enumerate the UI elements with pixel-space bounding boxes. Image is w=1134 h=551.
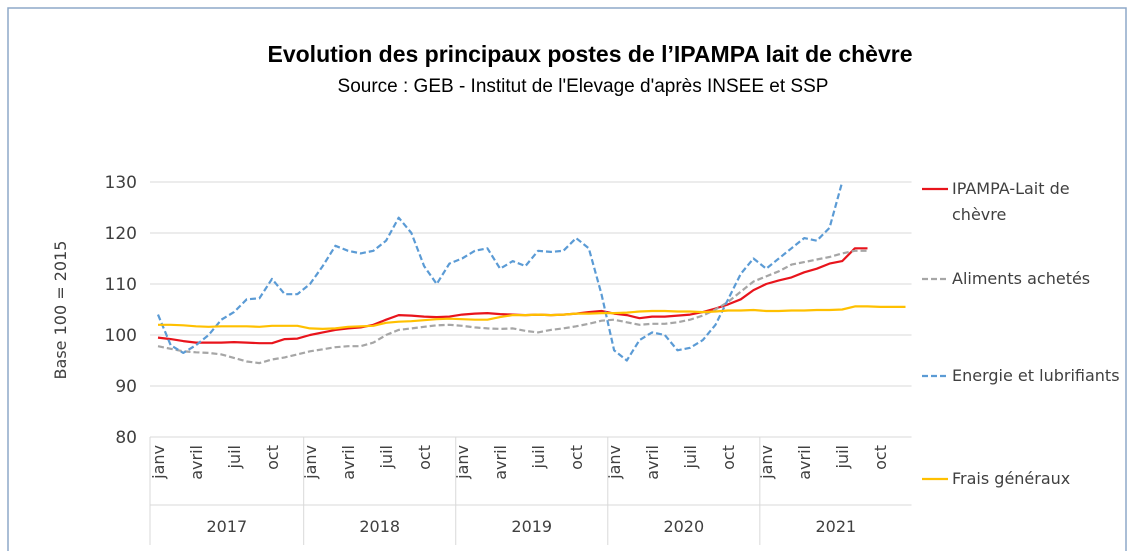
y-tick-label: 100 — [105, 326, 137, 346]
x-tick-label: juil — [377, 445, 396, 469]
frame — [7, 7, 1127, 551]
x-tick-label: juil — [833, 445, 852, 469]
y-tick-label: 120 — [105, 224, 137, 244]
chart-subtitle: Source : GEB - Institut de l'Elevage d'a… — [338, 76, 829, 97]
legend-label: Frais généraux — [952, 469, 1071, 488]
x-tick-label: avril — [643, 445, 662, 480]
x-tick-label: oct — [263, 445, 282, 470]
chart-title: Evolution des principaux postes de l’IPA… — [268, 41, 913, 67]
x-tick-label: janv — [453, 445, 472, 480]
x-tick-label: juil — [225, 445, 244, 469]
y-tick-label: 80 — [115, 428, 137, 448]
series-line — [158, 305, 906, 330]
x-tick-label: juil — [529, 445, 548, 469]
y-tick-label: 90 — [115, 377, 137, 397]
x-tick-label: oct — [719, 445, 738, 470]
year-label: 2021 — [815, 517, 856, 536]
x-tick-label: avril — [491, 445, 510, 480]
year-label: 2019 — [511, 517, 552, 536]
x-tick-label: avril — [339, 445, 358, 480]
series-line — [156, 181, 844, 362]
y-axis-label: Base 100 = 2015 — [51, 241, 70, 380]
x-tick-label: avril — [187, 445, 206, 480]
series-line — [157, 249, 868, 365]
x-tick-label: oct — [871, 445, 890, 470]
year-label: 2020 — [663, 517, 704, 536]
legend-label: Energie et lubrifiants — [952, 366, 1120, 385]
y-tick-label: 130 — [105, 173, 137, 193]
year-label: 2018 — [359, 517, 400, 536]
y-tick-label: 110 — [105, 275, 137, 295]
x-tick-label: oct — [415, 445, 434, 470]
x-tick-label: oct — [567, 445, 586, 470]
x-tick-label: avril — [795, 445, 814, 480]
legend-label: IPAMPA-Lait de chèvre — [952, 179, 1070, 224]
x-tick-label: janv — [301, 445, 320, 480]
legend-label: Aliments achetés — [952, 269, 1091, 288]
x-tick-label: janv — [605, 445, 624, 480]
x-tick-label: juil — [681, 445, 700, 469]
x-tick-label: janv — [149, 445, 168, 480]
year-label: 2017 — [206, 517, 247, 536]
x-tick-label: janv — [757, 445, 776, 480]
